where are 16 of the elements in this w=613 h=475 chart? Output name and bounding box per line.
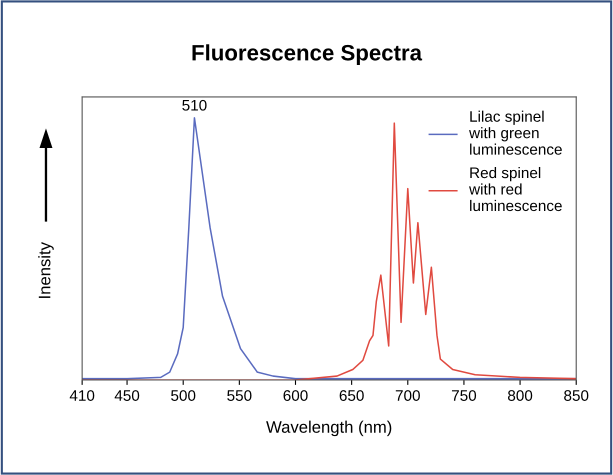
- x-tick-label: 550: [227, 390, 252, 401]
- x-tick-label: 800: [508, 390, 532, 401]
- x-tick-label: 850: [564, 390, 588, 401]
- legend-label: Red spinel with red luminescence: [469, 166, 562, 212]
- legend-label: Lilac spinel with green luminescence: [469, 110, 562, 155]
- x-tick-label: 750: [452, 390, 476, 401]
- x-tick-label: 410: [70, 390, 94, 401]
- x-tick-label: 700: [396, 390, 420, 401]
- x-tick-label: 650: [340, 390, 364, 401]
- x-tick-label: 450: [114, 390, 140, 401]
- x-tick-label: 600: [284, 390, 308, 401]
- chart-title: Fluorescence Spectra: [192, 44, 422, 65]
- annotation: 510: [182, 100, 207, 111]
- x-axis-title: Wavelength (nm): [266, 420, 392, 436]
- y-axis-title: Inensity: [38, 242, 54, 298]
- x-tick-label: 500: [171, 390, 196, 401]
